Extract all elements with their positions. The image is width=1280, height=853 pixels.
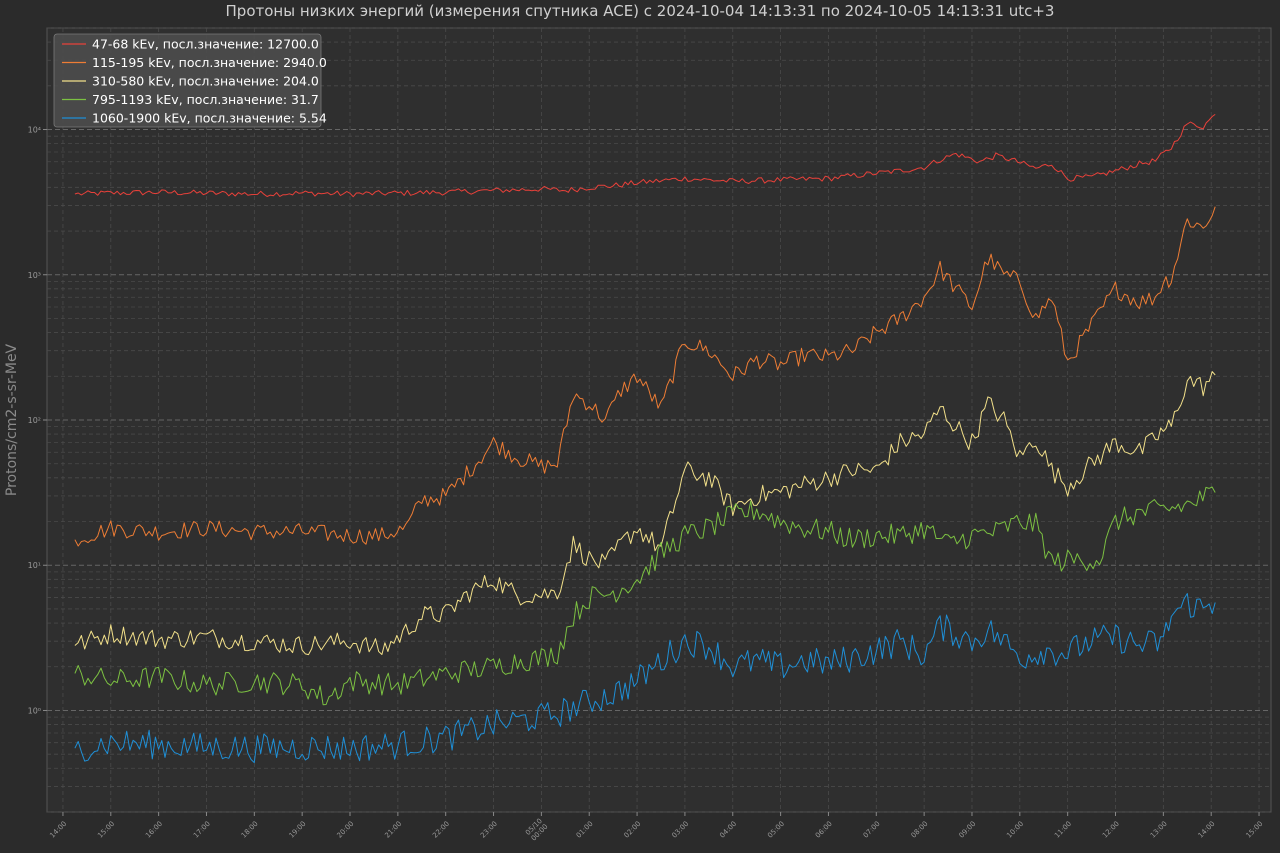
series-line-3: [74, 486, 1216, 706]
legend-label: 310-580 kEv, посл.значение: 204.0: [92, 74, 319, 89]
minor-gridlines: [47, 27, 1271, 813]
chart-title: Протоны низких энергий (измерения спутни…: [226, 2, 1055, 20]
series-line-2: [74, 371, 1216, 656]
legend-box: [53, 33, 322, 128]
y-tick-label: 10¹: [28, 561, 41, 570]
major-gridlines: [47, 129, 1271, 711]
y-tick-label: 10⁴: [28, 126, 41, 135]
series-layer: [74, 113, 1216, 764]
y-tick-label: 10³: [28, 271, 41, 280]
y-axis-ticks: 10⁰ 10¹ 10² 10³ 10⁴: [28, 126, 47, 715]
y-tick-label: 10²: [28, 416, 41, 425]
y-axis-label: Protons/cm2-s-sr-MeV: [4, 343, 20, 496]
legend-label: 115-195 kEv, посл.значение: 2940.0: [92, 55, 327, 70]
series-line-4: [74, 593, 1216, 764]
legend: 47-68 kEv, посл.значение: 12700.0 115-195…: [53, 33, 327, 128]
legend-label: 47-68 kEv, посл.значение: 12700.0: [92, 37, 319, 52]
series-line-0: [74, 113, 1216, 198]
legend-label: 1060-1900 kEv, посл.значение: 5.54: [92, 111, 327, 126]
legend-label: 795-1193 kEv, посл.значение: 31.7: [92, 92, 319, 107]
y-tick-label: 10⁰: [28, 706, 41, 715]
series-line-1: [74, 206, 1216, 547]
